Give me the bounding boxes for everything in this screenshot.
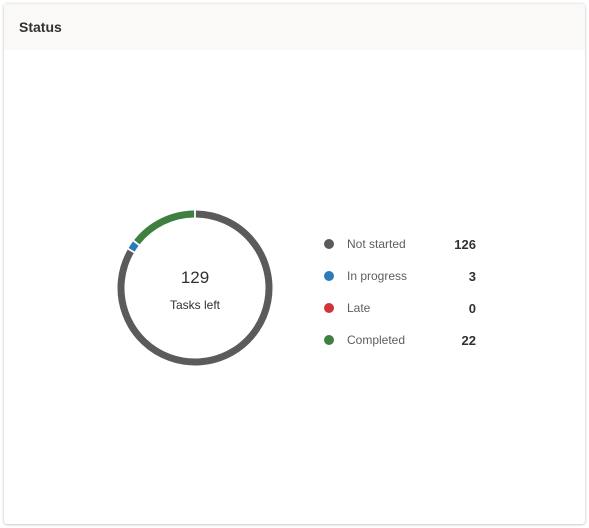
- donut-slice-not-started[interactable]: [117, 210, 273, 366]
- card-header: Status: [4, 4, 585, 50]
- legend-dot-icon: [324, 335, 334, 345]
- legend-item-in-progress[interactable]: In progress 3: [324, 260, 476, 292]
- chart-legend: Not started 126 In progress 3 Late 0 Com…: [324, 228, 476, 356]
- legend-label: Completed: [347, 333, 406, 347]
- legend-item-completed[interactable]: Completed 22: [324, 324, 476, 356]
- tasks-left-count: 129: [180, 268, 210, 287]
- legend-label: Late: [347, 301, 371, 315]
- card-title: Status: [19, 19, 62, 35]
- legend-value: 22: [461, 332, 476, 348]
- legend-dot-icon: [324, 239, 334, 249]
- legend-dot-icon: [324, 271, 334, 281]
- status-card: Status 129 Tasks left Not started 126 In…: [4, 4, 585, 524]
- legend-value: 0: [468, 300, 476, 316]
- legend-dot-icon: [324, 303, 334, 313]
- legend-item-late[interactable]: Late 0: [324, 292, 476, 324]
- donut-slice-completed[interactable]: [134, 210, 195, 245]
- legend-label: In progress: [347, 269, 408, 283]
- donut-slice-in-progress[interactable]: [128, 241, 139, 252]
- status-donut-chart: 129 Tasks left: [117, 210, 273, 366]
- tasks-left-label: Tasks left: [169, 298, 220, 312]
- legend-value: 3: [468, 268, 476, 284]
- legend-item-not-started[interactable]: Not started 126: [324, 228, 476, 260]
- legend-value: 126: [454, 236, 476, 252]
- donut-svg: [117, 210, 273, 366]
- legend-label: Not started: [347, 237, 406, 251]
